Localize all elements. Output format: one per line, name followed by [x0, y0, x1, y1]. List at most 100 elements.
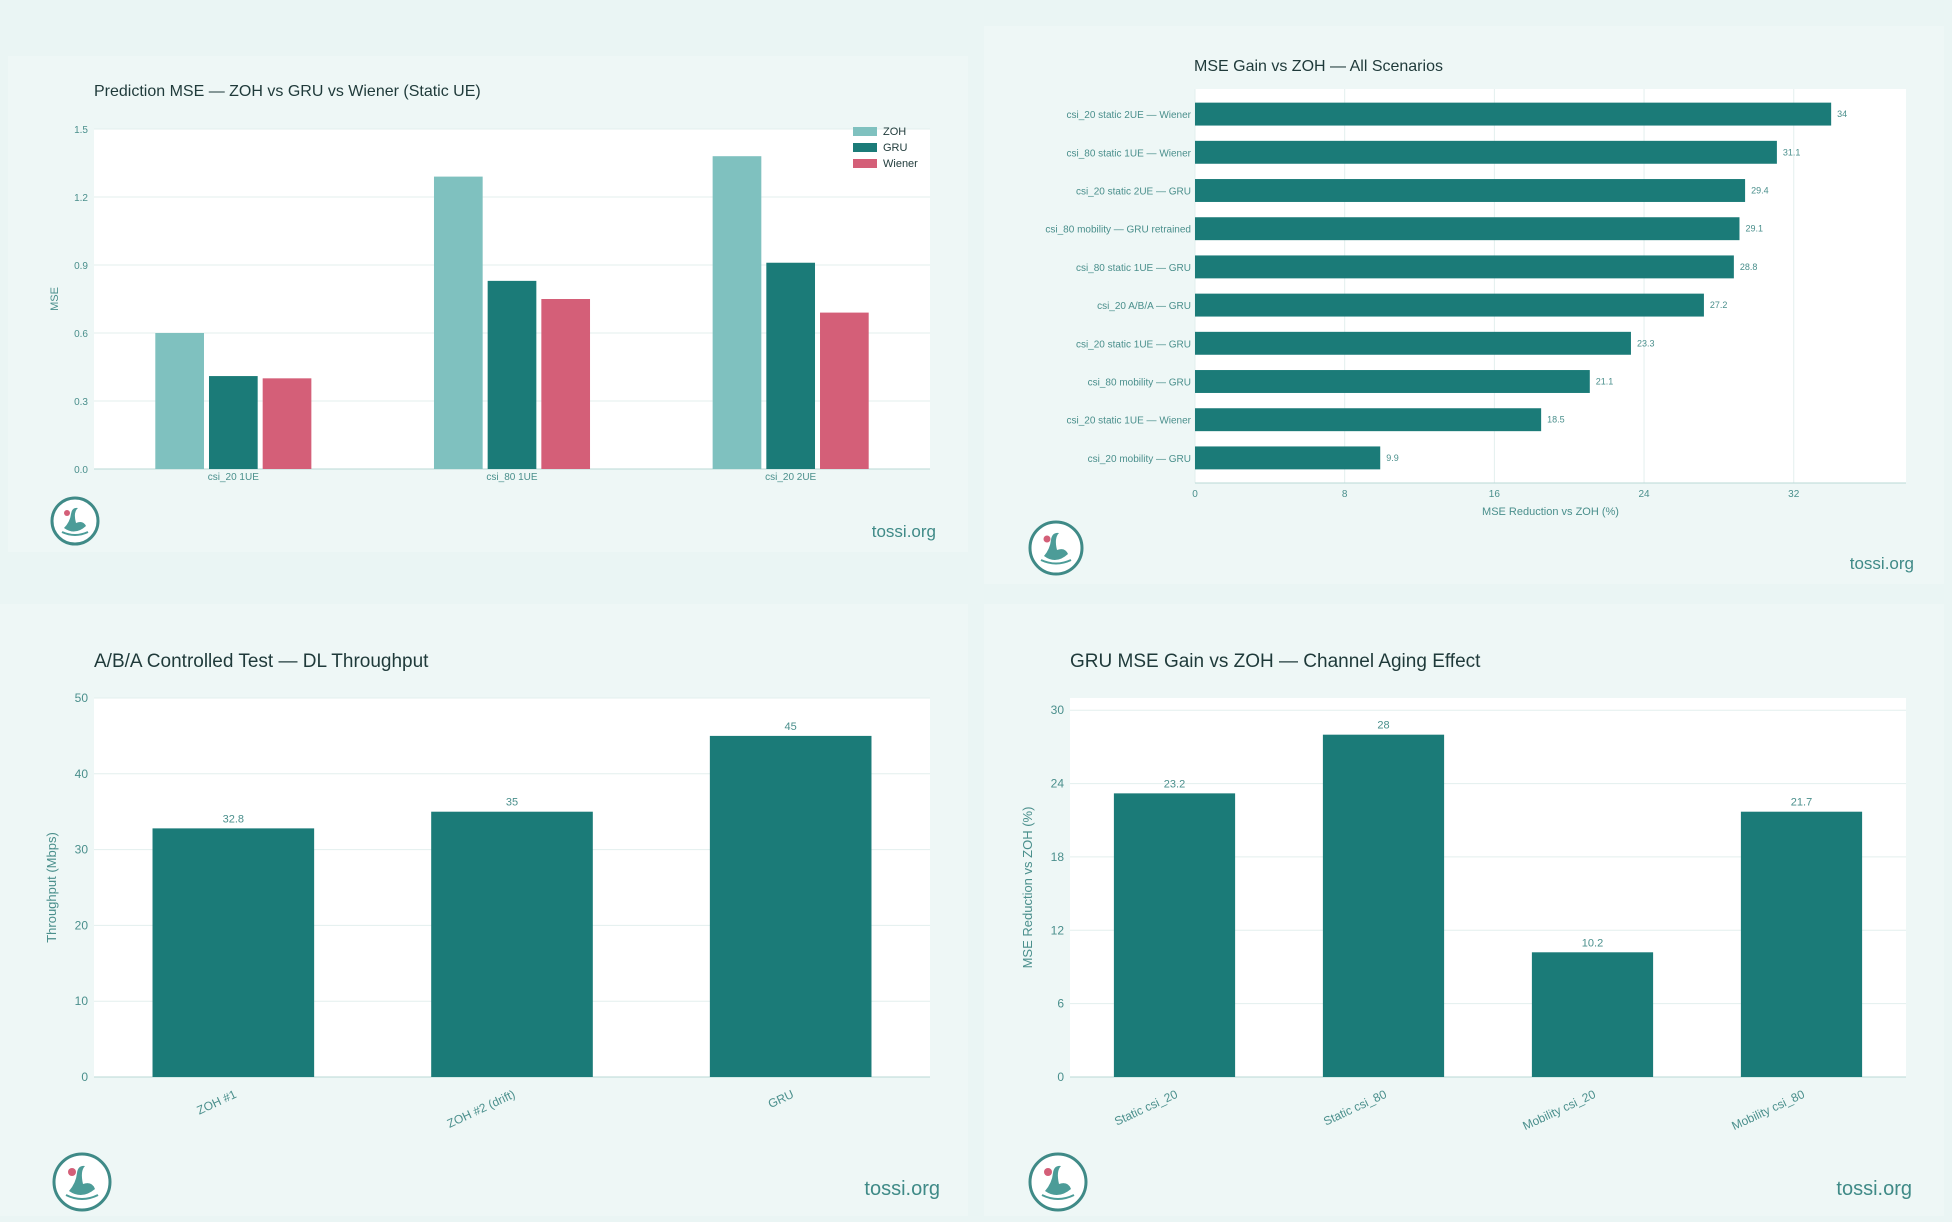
y-tick-label: csi_20 A/B/A — GRU — [1097, 301, 1191, 312]
data-label: 21.1 — [1596, 377, 1614, 387]
y-tick-label: 24 — [1051, 777, 1065, 791]
y-tick-label: csi_20 static 2UE — GRU — [1076, 187, 1191, 198]
y-tick-label: 10 — [75, 994, 89, 1008]
bar — [712, 156, 762, 469]
bar — [1531, 952, 1654, 1077]
x-tick-label: 24 — [1638, 489, 1650, 500]
legend-label: ZOH — [883, 126, 906, 138]
y-tick-label: csi_80 static 1UE — GRU — [1076, 263, 1191, 274]
brand-label: tossi.org — [1836, 1178, 1912, 1200]
y-tick-label: csi_80 mobility — GRU retrained — [1045, 225, 1191, 236]
bar — [208, 376, 258, 469]
bar — [1195, 255, 1734, 279]
y-tick-label: 1.2 — [74, 193, 88, 204]
x-tick-label: ZOH #2 (drift) — [445, 1087, 517, 1131]
data-label: 34 — [1837, 109, 1847, 119]
y-tick-label: 0 — [81, 1070, 88, 1084]
bar — [1195, 370, 1590, 393]
y-tick-label: 6 — [1057, 997, 1064, 1011]
x-axis-label: MSE Reduction vs ZOH (%) — [1482, 506, 1619, 518]
data-label: 10.2 — [1582, 937, 1603, 949]
data-label: 28 — [1377, 720, 1389, 732]
x-tick-label: Static csi_20 — [1112, 1087, 1180, 1129]
bar — [433, 176, 483, 469]
bar — [1195, 140, 1777, 164]
y-axis-label: Throughput (Mbps) — [44, 832, 59, 943]
y-tick-label: csi_20 static 2UE — Wiener — [1067, 110, 1192, 121]
y-tick-label: 0.9 — [74, 261, 88, 272]
swan-logo-icon — [1028, 1152, 1088, 1212]
y-tick-label: 1.5 — [74, 125, 88, 136]
data-label: 29.4 — [1751, 186, 1769, 196]
x-tick-label: csi_80 1UE — [486, 472, 537, 483]
chart-title: MSE Gain vs ZOH — All Scenarios — [1194, 58, 1443, 75]
data-label: 32.8 — [223, 813, 244, 825]
legend-swatch — [853, 127, 877, 136]
y-tick-label: 40 — [75, 767, 89, 781]
chart-panel-mse-comparison: Prediction MSE — ZOH vs GRU vs Wiener (S… — [8, 56, 968, 552]
y-tick-label: csi_20 static 1UE — Wiener — [1067, 416, 1192, 427]
legend-swatch — [853, 159, 877, 168]
y-tick-label: 30 — [1051, 703, 1065, 717]
chart-title: A/B/A Controlled Test — DL Throughput — [94, 651, 429, 672]
swan-logo-icon — [1028, 520, 1084, 576]
bar — [262, 378, 312, 469]
bar — [487, 280, 537, 469]
x-tick-label: GRU — [766, 1087, 796, 1111]
y-tick-label: 0.3 — [74, 397, 88, 408]
mse-bar-chart: 0.0 0.3 0.6 0.9 1.2 1.5 MSE csi_20 1UE csi_80 1U… — [49, 125, 930, 483]
legend-swatch — [853, 143, 877, 152]
y-tick-label: 30 — [75, 843, 89, 857]
y-tick-label: 0 — [1057, 1070, 1064, 1084]
y-tick-label: 20 — [75, 918, 89, 932]
y-axis-label: MSE Reduction vs ZOH (%) — [1020, 807, 1035, 969]
bar — [766, 262, 816, 469]
brand-label: tossi.org — [1849, 554, 1914, 573]
brand-label: tossi.org — [871, 522, 936, 541]
y-tick-label: 50 — [75, 691, 89, 705]
chart-panel-gain-all-scenarios: MSE Gain vs ZOH — All Scenarios 0 8 16 24 32… — [984, 26, 1944, 584]
bar — [1195, 102, 1832, 126]
data-label: 9.9 — [1386, 453, 1399, 463]
bar — [820, 312, 869, 469]
bar — [1195, 293, 1704, 317]
x-tick-label: 32 — [1788, 489, 1800, 500]
brand-label: tossi.org — [864, 1178, 940, 1200]
data-label: 31.1 — [1783, 147, 1801, 157]
x-tick-label: Static csi_80 — [1321, 1087, 1389, 1129]
y-tick-label: csi_20 mobility — GRU — [1088, 454, 1191, 465]
bar — [1113, 793, 1236, 1077]
x-tick-label: 8 — [1342, 489, 1348, 500]
chart-panel-channel-aging: GRU MSE Gain vs ZOH — Channel Aging Effe… — [984, 604, 1944, 1216]
x-tick-label: Mobility csi_80 — [1730, 1087, 1808, 1133]
bar — [431, 811, 593, 1077]
x-tick-label: Mobility csi_20 — [1521, 1087, 1599, 1133]
y-tick-label: csi_80 static 1UE — Wiener — [1067, 148, 1192, 159]
data-label: 35 — [506, 797, 518, 809]
aging-bar-chart: 0 6 12 18 24 30 MSE Reduction vs ZOH (%) 23.2 St… — [1020, 698, 1906, 1133]
swan-logo-icon — [50, 496, 100, 546]
y-tick-label: 18 — [1051, 850, 1065, 864]
x-tick-label: ZOH #1 — [195, 1087, 239, 1118]
bar — [1195, 217, 1740, 241]
bar — [541, 299, 591, 469]
chart-title: GRU MSE Gain vs ZOH — Channel Aging Effe… — [1070, 651, 1481, 672]
x-tick-label: csi_20 2UE — [765, 472, 816, 483]
bar — [152, 828, 315, 1077]
y-tick-label: 12 — [1051, 923, 1065, 937]
bar — [1195, 408, 1542, 432]
bar — [709, 735, 872, 1077]
data-label: 21.7 — [1791, 797, 1812, 809]
x-tick-label: csi_20 1UE — [208, 472, 259, 483]
data-label: 28.8 — [1740, 262, 1758, 272]
chart-title: Prediction MSE — ZOH vs GRU vs Wiener (S… — [94, 83, 481, 100]
x-tick-label: 0 — [1192, 489, 1198, 500]
data-label: 45 — [785, 721, 797, 733]
bar — [1740, 811, 1863, 1077]
data-label: 29.1 — [1745, 224, 1763, 234]
swan-logo-icon — [52, 1152, 112, 1212]
bar — [1195, 446, 1381, 470]
bar — [1195, 179, 1746, 202]
bar — [1322, 734, 1445, 1077]
legend-label: Wiener — [883, 158, 918, 170]
